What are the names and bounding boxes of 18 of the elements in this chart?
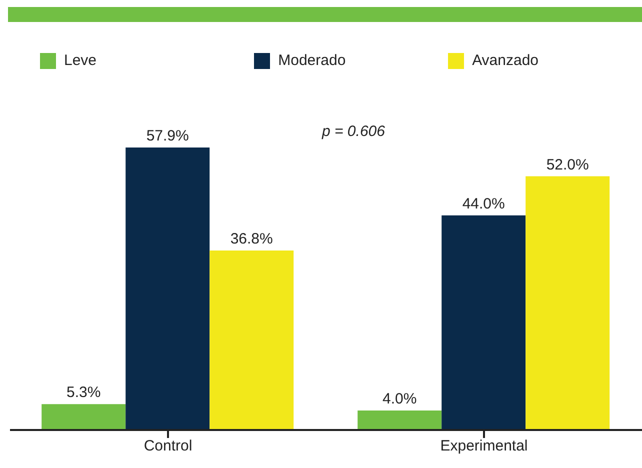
text: p = 0.606	[322, 123, 385, 140]
x-tick-label: Experimental	[440, 438, 528, 455]
data-label: 36.8%	[230, 230, 273, 248]
bar	[126, 148, 210, 430]
data-label: 57.9%	[146, 128, 189, 144]
bar	[210, 250, 294, 430]
bar	[42, 404, 126, 430]
data-label: 4.0%	[382, 390, 417, 408]
bar	[526, 176, 610, 430]
data-label: 52.0%	[546, 156, 589, 174]
legend-label: Moderado	[278, 52, 346, 69]
data-label: 5.3%	[66, 384, 101, 402]
legend-label: Leve	[64, 52, 97, 69]
legend-label: Avanzado	[472, 52, 539, 69]
x-tick-label: Control	[144, 438, 192, 455]
bar	[358, 410, 442, 430]
data-label: 44.0%	[462, 195, 505, 212]
bar	[442, 215, 526, 430]
